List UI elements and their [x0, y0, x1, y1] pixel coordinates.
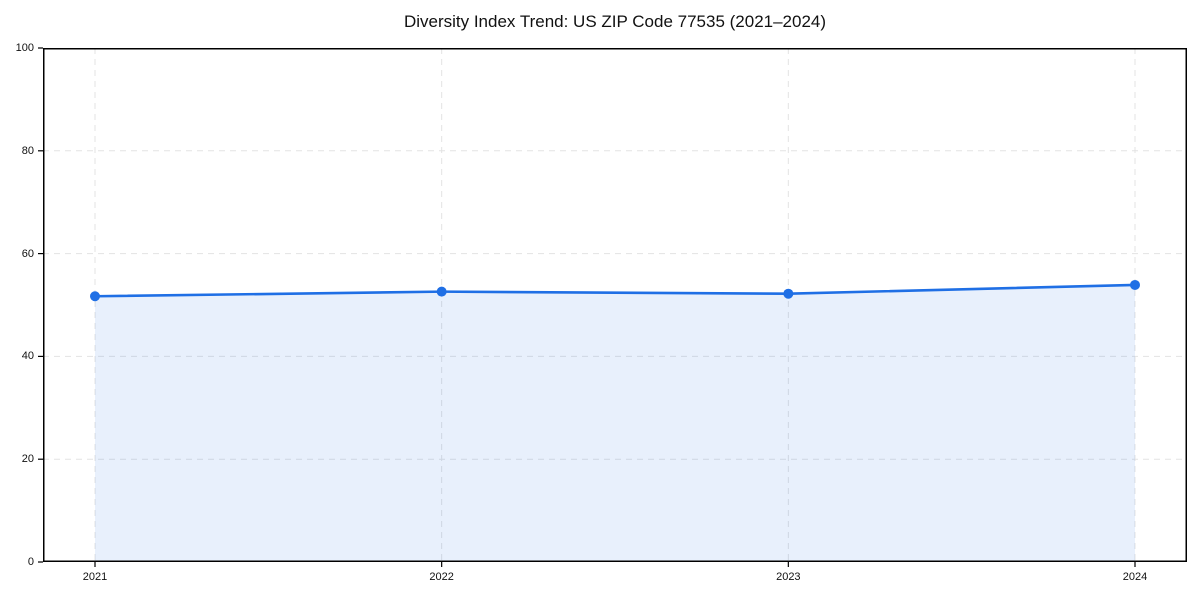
data-point-marker: [90, 291, 100, 302]
y-tick-label: 80: [21, 144, 34, 157]
x-tick-label: 2022: [429, 571, 454, 583]
trend-line: [93, 283, 1137, 298]
area-fill: [95, 284, 1135, 562]
y-tick-label: 0: [27, 556, 34, 568]
data-point-marker: [1130, 279, 1140, 290]
x-tick-label: 2024: [1122, 571, 1148, 583]
data-point-marker: [436, 286, 447, 297]
axes-spines: [43, 48, 1187, 562]
y-tick-label: 100: [15, 42, 34, 54]
data-point-marker: [783, 288, 794, 299]
line-chart-svg: [38, 47, 1187, 567]
y-tick-label: 60: [21, 247, 34, 260]
plot-area: [38, 47, 1187, 567]
x-tick-label: 2023: [776, 571, 801, 583]
y-tick-label: 40: [21, 350, 34, 363]
x-tick-label: 2021: [82, 571, 108, 583]
chart-title: Diversity Index Trend: US ZIP Code 77535…: [403, 12, 827, 31]
y-tick-label: 20: [21, 453, 34, 466]
